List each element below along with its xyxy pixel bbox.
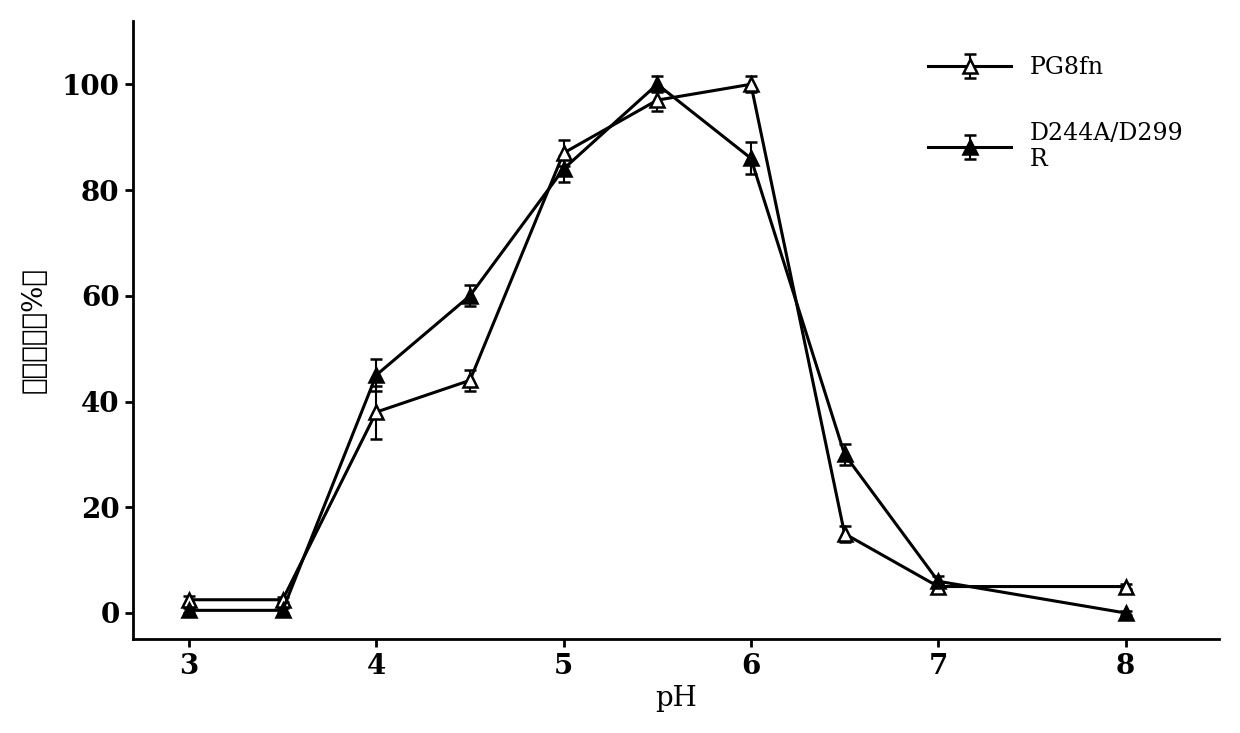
X-axis label: pH: pH [655,685,697,712]
Legend: PG8fn, D244A/D299
R: PG8fn, D244A/D299 R [905,33,1208,195]
Y-axis label: 相对酶活（%）: 相对酶活（%） [21,267,48,393]
